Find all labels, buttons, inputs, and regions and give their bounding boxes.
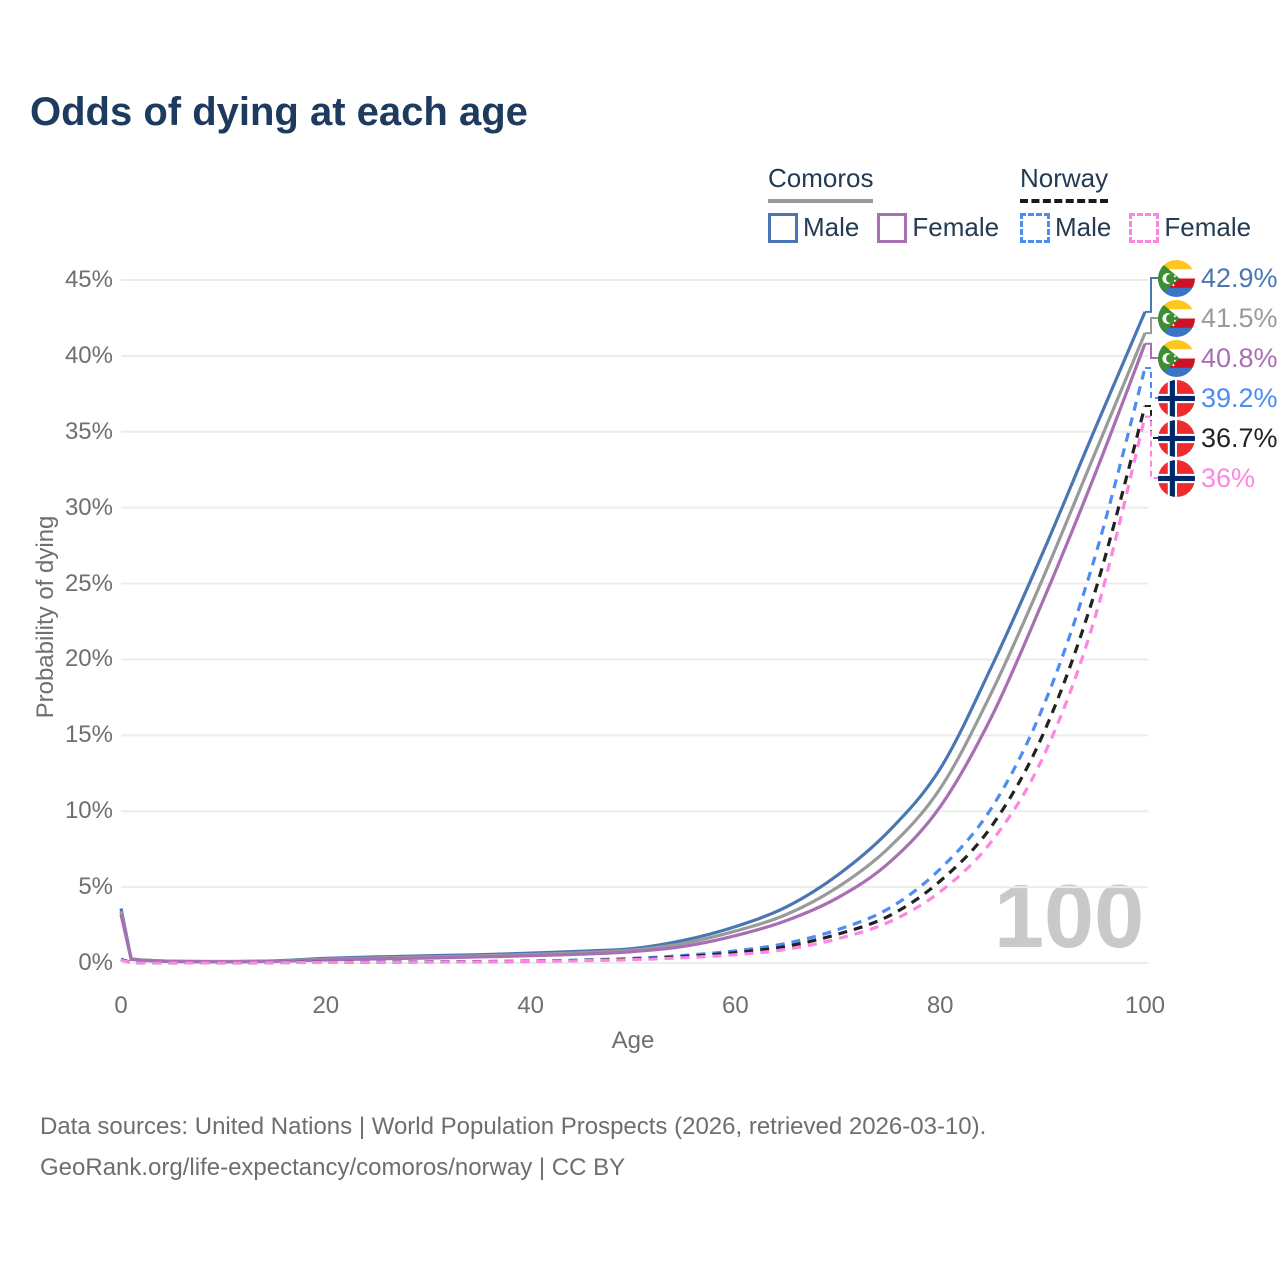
y-tick-label: 5% xyxy=(78,873,113,901)
legend-group-norway: Norway Male Female xyxy=(1020,163,1251,243)
x-tick-label: 0 xyxy=(114,992,128,1019)
end-label-norway-male: 39.2% xyxy=(1158,378,1278,418)
y-tick-label: 45% xyxy=(64,266,113,293)
legend-swatch-comoros-female[interactable] xyxy=(877,212,908,243)
y-tick-label: 30% xyxy=(64,493,113,521)
x-tick-label: 40 xyxy=(517,992,544,1019)
end-label-value: 41.5% xyxy=(1201,302,1278,333)
footer-line-1: Data sources: United Nations | World Pop… xyxy=(40,1113,987,1140)
end-label-comoros-female: 40.8% xyxy=(1158,338,1278,378)
legend-label-norway-female[interactable]: Female xyxy=(1164,212,1252,242)
x-tick-label: 80 xyxy=(926,992,954,1019)
legend-country-norway: Norway xyxy=(1020,163,1109,203)
y-tick-label: 25% xyxy=(64,569,113,597)
x-axis-title: Age xyxy=(611,1027,655,1054)
legend-swatch-comoros-male[interactable] xyxy=(768,212,798,243)
series-line-comoros-both[interactable] xyxy=(119,332,1147,964)
y-tick-label: 10% xyxy=(64,797,113,825)
y-tick-label: 35% xyxy=(64,417,113,445)
y-tick-label: 40% xyxy=(64,341,113,369)
norway-flag-icon xyxy=(1158,459,1195,497)
y-tick-label: 20% xyxy=(64,645,113,673)
x-tick-label: 60 xyxy=(722,992,749,1019)
end-label-connector xyxy=(1145,415,1159,479)
page-title: Odds of dying at each age xyxy=(30,90,528,134)
legend-group-comoros: Comoros Male Female xyxy=(768,163,999,243)
end-label-norway-both: 36.7% xyxy=(1158,418,1278,458)
legend-swatch-norway-female[interactable] xyxy=(1129,212,1160,243)
norway-flag-icon xyxy=(1158,419,1195,457)
series-line-norway-both[interactable] xyxy=(120,405,1147,965)
series-line-comoros-male[interactable] xyxy=(119,311,1147,964)
x-tick-label: 20 xyxy=(312,992,340,1019)
end-label-value: 36% xyxy=(1201,462,1256,493)
end-label-connector xyxy=(1145,317,1159,335)
legend-swatch-norway-male[interactable] xyxy=(1020,212,1050,243)
end-label-connector xyxy=(1145,277,1159,313)
end-label-norway-female: 36% xyxy=(1158,458,1255,498)
footer: Data sources: United Nations | World Pop… xyxy=(40,1106,986,1188)
legend-label-comoros-female[interactable]: Female xyxy=(912,212,1000,242)
norway-flag-icon xyxy=(1158,379,1195,417)
end-label-comoros-both: 41.5% xyxy=(1158,298,1278,338)
end-label-value: 36.7% xyxy=(1201,422,1278,453)
legend-label-norway-male[interactable]: Male xyxy=(1055,212,1112,242)
series-line-norway-female[interactable] xyxy=(120,416,1147,965)
series-line-comoros-female[interactable] xyxy=(119,343,1147,964)
legend-country-comoros: Comoros xyxy=(768,163,874,203)
y-tick-label: 15% xyxy=(64,721,113,749)
comoros-flag-icon xyxy=(1158,299,1195,337)
footer-line-2: GeoRank.org/life-expectancy/comoros/norw… xyxy=(40,1154,626,1181)
comoros-flag-icon xyxy=(1158,339,1195,377)
end-label-value: 39.2% xyxy=(1201,382,1278,413)
x-tick-label: 100 xyxy=(1124,992,1166,1019)
end-label-comoros-male: 42.9% xyxy=(1158,258,1278,298)
y-axis-title: Probability of dying xyxy=(32,515,59,719)
end-label-value: 40.8% xyxy=(1201,342,1278,373)
legend-label-comoros-male[interactable]: Male xyxy=(803,212,860,242)
end-label-value: 42.9% xyxy=(1201,262,1278,293)
comoros-flag-icon xyxy=(1158,259,1195,297)
end-label-connector xyxy=(1145,367,1159,399)
end-label-connector xyxy=(1145,342,1159,359)
y-tick-label: 0% xyxy=(78,949,113,976)
